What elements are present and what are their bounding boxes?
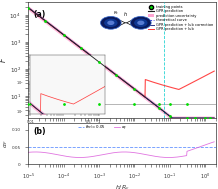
Point [97,102,101,105]
Point [62,102,65,105]
Legend: $\delta_{rel}=0.05$, $\alpha_F$: $\delta_{rel}=0.05$, $\alpha_F$ [77,123,128,132]
Circle shape [134,19,148,27]
Text: (b): (b) [33,127,46,136]
Text: h: h [124,12,127,17]
Circle shape [137,21,145,25]
Point [209,117,212,120]
Point [27,102,30,105]
Point [157,102,161,105]
$\delta_{rel}=0.05$ [204,146,206,148]
$\alpha_F$ [116,151,119,153]
$\alpha_F$ [167,156,170,159]
Y-axis label: $\alpha_F$: $\alpha_F$ [2,139,10,148]
$\alpha_F$ [115,151,118,153]
Legend: training points, GPR prediction, prediction uncertainty, theoretical curve, GPR : training points, GPR prediction, predict… [147,4,214,33]
Point [97,60,101,64]
Point [157,106,161,109]
Point [133,102,136,105]
Point [133,88,136,91]
Point [185,102,188,105]
Point [203,117,207,120]
Y-axis label: $F$: $F$ [0,57,8,63]
Point [185,117,188,120]
Text: $R_c$: $R_c$ [113,9,119,17]
Circle shape [107,21,114,25]
Point [168,115,172,118]
Point [27,6,30,9]
$\alpha_F$ [27,151,30,153]
$\alpha_F$ [128,151,130,153]
Point [79,46,82,49]
Point [43,19,47,22]
$\alpha_F$ [138,152,140,154]
X-axis label: $h/R_c$: $h/R_c$ [115,183,129,189]
Point [168,102,172,105]
Point [193,117,196,120]
Circle shape [100,16,121,29]
Circle shape [131,16,151,29]
$\alpha_F$ [213,141,216,143]
Circle shape [104,19,118,27]
$\alpha_F$ [209,142,211,144]
Point [62,33,65,36]
Point [114,73,118,76]
Line: $\alpha_F$: $\alpha_F$ [28,142,214,157]
Text: (a): (a) [33,10,45,19]
$\alpha_F$ [180,155,182,158]
